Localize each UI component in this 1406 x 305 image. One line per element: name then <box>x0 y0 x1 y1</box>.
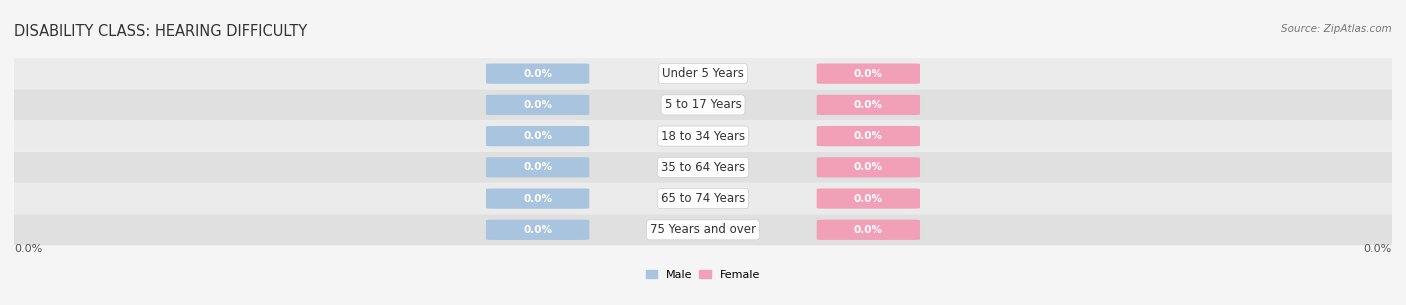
FancyBboxPatch shape <box>817 95 920 115</box>
Text: 0.0%: 0.0% <box>853 194 883 203</box>
FancyBboxPatch shape <box>4 152 1402 183</box>
Text: 0.0%: 0.0% <box>853 131 883 141</box>
FancyBboxPatch shape <box>486 95 589 115</box>
Text: 18 to 34 Years: 18 to 34 Years <box>661 130 745 143</box>
FancyBboxPatch shape <box>486 157 589 178</box>
Text: Under 5 Years: Under 5 Years <box>662 67 744 80</box>
FancyBboxPatch shape <box>4 58 1402 89</box>
FancyBboxPatch shape <box>817 157 920 178</box>
Text: 0.0%: 0.0% <box>853 162 883 172</box>
Text: 0.0%: 0.0% <box>523 225 553 235</box>
FancyBboxPatch shape <box>4 89 1402 120</box>
Text: 0.0%: 0.0% <box>523 162 553 172</box>
Text: DISABILITY CLASS: HEARING DIFFICULTY: DISABILITY CLASS: HEARING DIFFICULTY <box>14 24 308 39</box>
FancyBboxPatch shape <box>817 63 920 84</box>
Text: 0.0%: 0.0% <box>853 69 883 79</box>
FancyBboxPatch shape <box>817 188 920 209</box>
Text: Source: ZipAtlas.com: Source: ZipAtlas.com <box>1281 24 1392 34</box>
Text: 65 to 74 Years: 65 to 74 Years <box>661 192 745 205</box>
FancyBboxPatch shape <box>486 188 589 209</box>
FancyBboxPatch shape <box>817 126 920 146</box>
Text: 5 to 17 Years: 5 to 17 Years <box>665 99 741 111</box>
Text: 0.0%: 0.0% <box>14 243 42 253</box>
Text: 0.0%: 0.0% <box>523 131 553 141</box>
Legend: Male, Female: Male, Female <box>647 270 759 280</box>
Text: 35 to 64 Years: 35 to 64 Years <box>661 161 745 174</box>
FancyBboxPatch shape <box>817 220 920 240</box>
Text: 0.0%: 0.0% <box>523 194 553 203</box>
Text: 0.0%: 0.0% <box>1364 243 1392 253</box>
Text: 0.0%: 0.0% <box>523 69 553 79</box>
FancyBboxPatch shape <box>4 214 1402 245</box>
FancyBboxPatch shape <box>486 126 589 146</box>
Text: 0.0%: 0.0% <box>853 100 883 110</box>
FancyBboxPatch shape <box>4 121 1402 152</box>
Text: 75 Years and over: 75 Years and over <box>650 223 756 236</box>
FancyBboxPatch shape <box>4 183 1402 214</box>
Text: 0.0%: 0.0% <box>523 100 553 110</box>
Text: 0.0%: 0.0% <box>853 225 883 235</box>
FancyBboxPatch shape <box>486 63 589 84</box>
FancyBboxPatch shape <box>486 220 589 240</box>
